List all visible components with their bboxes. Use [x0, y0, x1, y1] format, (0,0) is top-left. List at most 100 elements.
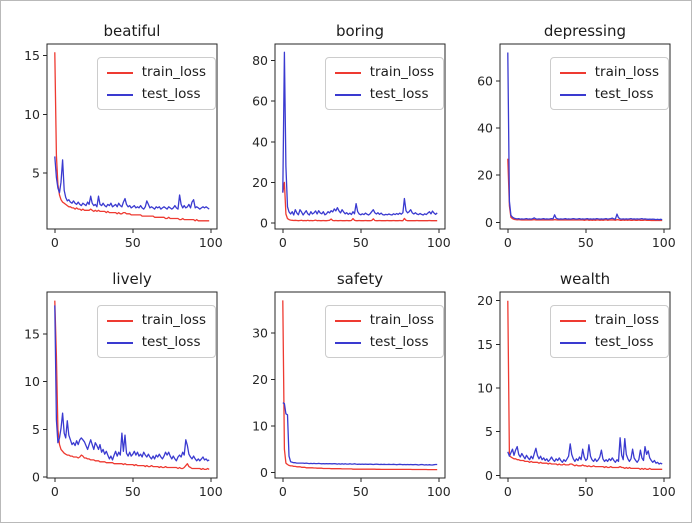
- x-tick-label: 50: [353, 235, 369, 250]
- legend-label-test: test_loss: [141, 334, 201, 350]
- test-loss-curve: [54, 305, 210, 462]
- subplot-title: wealth: [559, 270, 611, 288]
- legend-label-test: test_loss: [369, 334, 429, 350]
- x-tick-label: 50: [353, 484, 369, 499]
- train-loss-curve: [282, 181, 438, 222]
- y-tick-label: 10: [477, 381, 493, 396]
- x-tick-label: 100: [427, 235, 451, 250]
- y-tick-label: 0: [260, 216, 268, 231]
- legend-entry-test: test_loss: [106, 86, 206, 103]
- y-tick-label: 0: [485, 215, 493, 230]
- y-tick-label: 20: [477, 293, 493, 308]
- legend-label-train: train_loss: [141, 64, 206, 80]
- loss-chart-depressing: 0 50 100 0 20 40 60: [477, 43, 676, 250]
- subplot-title: boring: [335, 22, 385, 40]
- y-tick-label: 80: [252, 53, 268, 68]
- y-tick-label: 40: [252, 134, 268, 149]
- x-tick-label: 100: [427, 484, 451, 499]
- subplot-title: safety: [336, 270, 384, 288]
- test-loss-line-icon: [559, 93, 586, 96]
- legend-entry-test: test_loss: [559, 86, 659, 103]
- test-loss-curve: [507, 437, 663, 465]
- train-loss-curve: [282, 300, 438, 471]
- x-tick-label: 50: [578, 235, 594, 250]
- train-loss-line-icon: [106, 71, 133, 74]
- legend-label-test: test_loss: [369, 86, 429, 102]
- test-loss-line-icon: [334, 93, 361, 96]
- train-loss-curve: [507, 158, 663, 222]
- y-tick-label: 10: [252, 418, 268, 433]
- legend-entry-train: train_loss: [559, 312, 659, 329]
- train-loss-line-icon: [106, 319, 133, 322]
- axes-frame: [274, 43, 446, 230]
- legend-label-train: train_loss: [594, 64, 659, 80]
- legend-entry-test: test_loss: [106, 334, 206, 351]
- test-loss-line-icon: [106, 93, 133, 96]
- legend-box: train_loss test_loss: [324, 305, 444, 358]
- legend-label-test: test_loss: [141, 86, 201, 102]
- train-loss-line-icon: [559, 71, 586, 74]
- axes-frame: [499, 43, 671, 230]
- x-tick-label: 0: [51, 484, 59, 499]
- y-tick-label: 5: [485, 424, 493, 439]
- loss-chart-wealth: 0 50 100 0 5 10 15 20: [477, 291, 676, 499]
- y-tick-label: 5: [32, 422, 40, 437]
- y-tick-label: 0: [485, 468, 493, 483]
- legend-box: train_loss test_loss: [96, 305, 216, 358]
- train-loss-line-icon: [334, 71, 361, 74]
- train-loss-curve: [507, 300, 663, 470]
- legend-entry-train: train_loss: [559, 64, 659, 81]
- axes-frame: [46, 291, 218, 479]
- y-tick-label: 5: [32, 165, 40, 180]
- y-tick-label: 40: [477, 121, 493, 136]
- legend-label-train: train_loss: [594, 312, 659, 328]
- legend-entry-test: test_loss: [334, 86, 434, 103]
- x-tick-label: 0: [504, 235, 512, 250]
- legend-label-train: train_loss: [369, 64, 434, 80]
- test-loss-line-icon: [334, 341, 361, 344]
- x-tick-label: 100: [652, 484, 676, 499]
- loss-chart-beatiful: 0 50 100 5 10 15: [24, 43, 223, 250]
- y-tick-label: 20: [252, 175, 268, 190]
- y-tick-label: 20: [477, 168, 493, 183]
- y-tick-label: 10: [24, 107, 40, 122]
- test-loss-curve: [282, 402, 438, 466]
- subplot-title: lively: [112, 270, 152, 288]
- x-tick-label: 100: [199, 484, 223, 499]
- legend-label-test: test_loss: [594, 86, 654, 102]
- train-loss-line-icon: [559, 319, 586, 322]
- y-tick-label: 15: [24, 326, 40, 341]
- legend-box: train_loss test_loss: [549, 305, 669, 358]
- subplot-title: depressing: [543, 22, 627, 40]
- x-tick-label: 100: [199, 235, 223, 250]
- y-tick-label: 30: [252, 325, 268, 340]
- x-tick-label: 0: [279, 235, 287, 250]
- legend-entry-test: test_loss: [559, 334, 659, 351]
- y-tick-label: 10: [24, 374, 40, 389]
- legend-label-test: test_loss: [594, 334, 654, 350]
- legend-entry-train: train_loss: [106, 312, 206, 329]
- y-tick-label: 15: [477, 337, 493, 352]
- x-tick-label: 0: [51, 235, 59, 250]
- legend-box: train_loss test_loss: [96, 57, 216, 110]
- test-loss-curve: [282, 51, 438, 216]
- train-loss-curve: [54, 52, 210, 222]
- x-tick-label: 0: [279, 484, 287, 499]
- legend-entry-train: train_loss: [106, 64, 206, 81]
- y-tick-label: 0: [32, 470, 40, 485]
- legend-box: train_loss test_loss: [549, 57, 669, 110]
- loss-chart-lively: 0 50 100 0 5 10 15: [24, 291, 223, 499]
- train-loss-curve: [54, 300, 210, 471]
- axes-frame: [499, 291, 671, 479]
- loss-chart-boring: 0 50 100 0 20 40 60 80: [252, 43, 451, 250]
- x-tick-label: 50: [125, 235, 141, 250]
- y-tick-label: 60: [252, 94, 268, 109]
- legend-entry-test: test_loss: [334, 334, 434, 351]
- axes-frame: [274, 291, 446, 479]
- y-tick-label: 15: [24, 48, 40, 63]
- x-tick-label: 100: [652, 235, 676, 250]
- y-tick-label: 20: [252, 372, 268, 387]
- legend-label-train: train_loss: [369, 312, 434, 328]
- test-loss-curve: [507, 52, 663, 221]
